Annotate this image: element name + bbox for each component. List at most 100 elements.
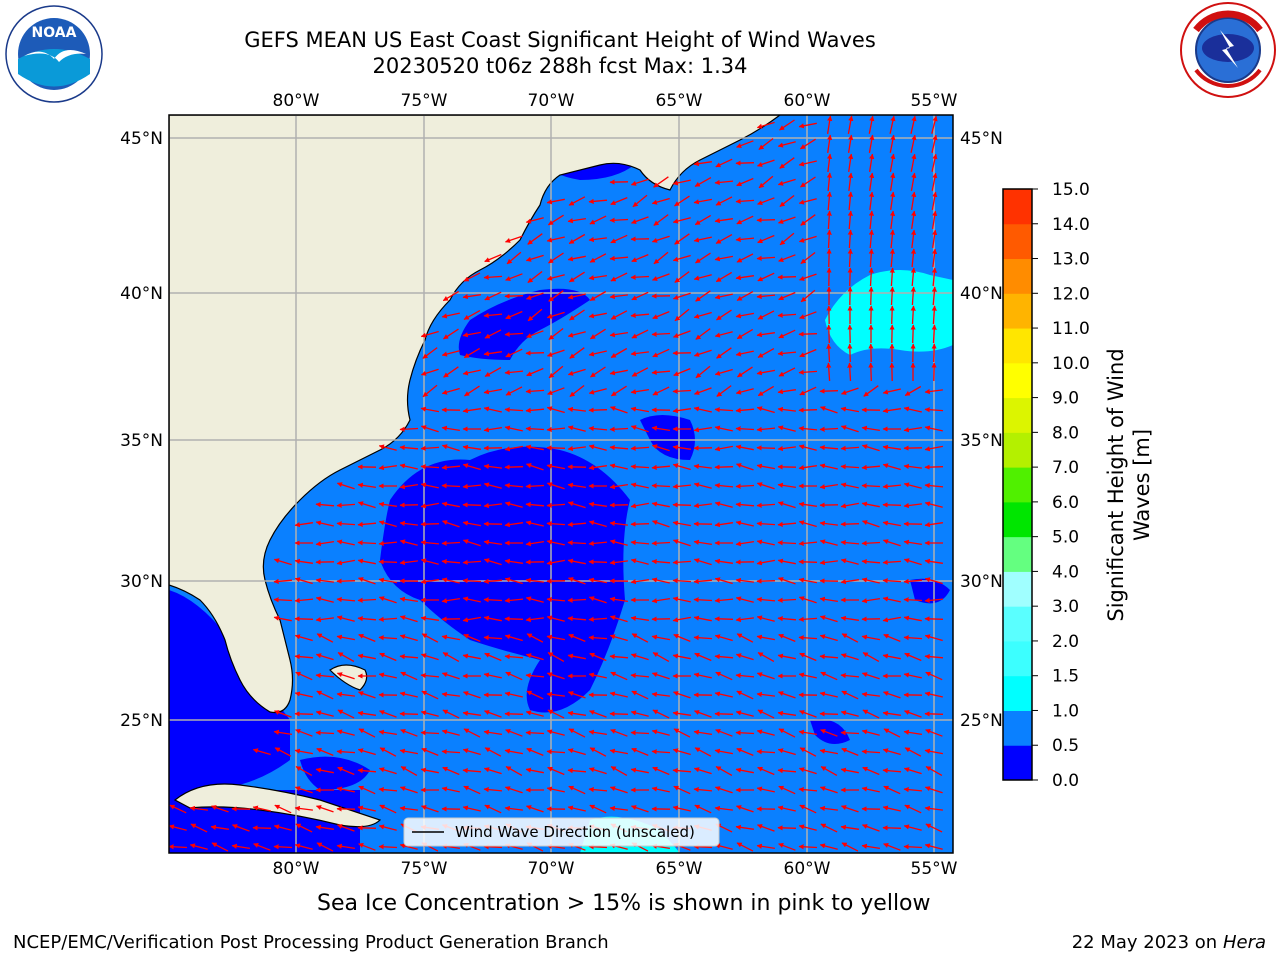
wind-wave-arrow <box>631 690 649 700</box>
wind-wave-arrow <box>882 539 901 547</box>
wind-wave-arrow <box>778 216 796 224</box>
wind-wave-arrow <box>567 597 587 603</box>
wind-wave-arrow <box>714 368 733 376</box>
wind-wave-arrow <box>630 425 649 433</box>
wind-wave-arrow <box>589 747 607 757</box>
wind-wave-arrow <box>651 369 671 375</box>
wind-wave-arrow <box>483 539 503 546</box>
wind-wave-arrow <box>630 445 650 451</box>
wind-wave-arrow <box>316 690 334 700</box>
wind-wave-arrow <box>546 311 565 319</box>
wind-wave-arrow <box>862 652 880 662</box>
wind-wave-arrow <box>924 388 943 395</box>
wind-wave-arrow <box>672 653 691 660</box>
wind-wave-arrow <box>840 653 859 661</box>
wind-wave-arrow <box>693 578 713 584</box>
wind-wave-arrow <box>315 540 335 547</box>
wind-wave-arrow <box>924 805 943 812</box>
colorbar-border <box>1002 188 1033 781</box>
wind-wave-arrow <box>868 115 875 134</box>
wind-wave-arrow <box>861 729 880 736</box>
wind-wave-arrow <box>693 844 713 850</box>
wind-wave-arrow <box>651 464 671 470</box>
wind-wave-arrow <box>525 388 545 394</box>
wind-wave-arrow <box>882 463 901 471</box>
wind-wave-arrow <box>463 728 481 738</box>
wind-wave-arrow <box>294 634 313 642</box>
noaa-logo-text: NOAA <box>32 25 77 41</box>
wind-wave-arrow <box>610 729 628 737</box>
wind-wave-arrow <box>294 843 313 850</box>
colorbar-tick-label: 10.0 <box>1052 354 1090 374</box>
wind-wave-arrow <box>630 767 649 774</box>
wind-wave-arrow <box>910 305 916 325</box>
wind-wave-arrow <box>274 804 292 814</box>
wind-wave-arrow <box>819 463 838 470</box>
wind-wave-arrow <box>826 153 833 172</box>
wind-wave-arrow <box>546 482 565 490</box>
wind-wave-arrow <box>714 558 733 564</box>
wind-wave-arrow <box>610 671 628 681</box>
wind-wave-arrow <box>910 191 917 211</box>
wind-wave-arrow <box>777 445 796 452</box>
wind-wave-arrow <box>861 501 880 508</box>
wind-wave-arrow <box>777 312 797 318</box>
wind-wave-arrow <box>735 616 754 623</box>
wind-wave-arrow <box>610 347 628 359</box>
wind-wave-arrow <box>546 578 566 584</box>
wind-wave-arrow <box>336 691 355 698</box>
wind-wave-arrow <box>903 597 923 603</box>
wind-wave-arrow <box>420 730 440 736</box>
wind-wave-arrow <box>695 290 711 302</box>
wind-wave-arrow <box>819 539 838 546</box>
wind-wave-arrow <box>777 748 796 756</box>
wind-wave-arrow <box>924 843 943 850</box>
wind-wave-arrow <box>609 520 628 527</box>
wind-wave-arrow <box>777 710 796 716</box>
wind-wave-arrow <box>505 729 523 737</box>
wind-wave-arrow <box>777 653 796 660</box>
wind-wave-arrow <box>778 691 796 699</box>
wind-wave-arrow <box>441 387 460 395</box>
wind-wave-arrow <box>758 175 774 189</box>
wind-wave-arrow <box>568 728 586 738</box>
wind-wave-arrow <box>889 210 896 229</box>
wind-wave-arrow <box>778 633 796 643</box>
wind-wave-arrow <box>441 691 460 698</box>
wind-wave-arrow <box>714 218 733 224</box>
wind-wave-arrow <box>777 274 797 280</box>
wind-wave-arrow <box>931 286 937 306</box>
wind-wave-arrow <box>841 747 859 757</box>
wind-wave-arrow <box>610 766 628 776</box>
wind-wave-arrow <box>567 368 586 376</box>
wind-wave-arrow <box>827 134 833 153</box>
chart-subtitle: 20230520 t06z 288h fcst Max: 1.34 <box>372 54 748 78</box>
wind-wave-arrow <box>526 292 544 300</box>
wind-wave-arrow <box>422 347 438 359</box>
wind-wave-arrow <box>799 311 817 319</box>
wind-wave-arrow <box>525 483 545 489</box>
wind-wave-arrow <box>716 309 732 321</box>
wind-wave-arrow <box>737 366 753 378</box>
wind-wave-arrow <box>546 672 565 680</box>
wind-wave-arrow <box>882 748 901 756</box>
wind-wave-arrow <box>337 824 355 832</box>
wind-wave-arrow <box>672 483 692 490</box>
wind-wave-arrow <box>569 384 585 398</box>
wind-wave-arrow <box>863 385 879 397</box>
lon-labels-bottom: 80°W 75°W 70°W 65°W 60°W 55°W <box>273 859 958 879</box>
wind-wave-arrow <box>525 520 544 527</box>
wind-wave-arrow <box>779 119 795 131</box>
wind-wave-arrow <box>609 217 629 223</box>
lat-labels-right: 45°N 40°N 35°N 30°N 25°N <box>960 129 1003 731</box>
wind-wave-arrow <box>673 728 691 738</box>
wind-wave-arrow <box>882 483 902 490</box>
wind-wave-arrow <box>336 672 355 680</box>
wind-wave-arrow <box>315 767 334 774</box>
colorbar-segment <box>1003 189 1032 225</box>
wind-wave-arrow <box>924 634 943 642</box>
wind-wave-arrow <box>799 652 817 662</box>
wind-wave-arrow <box>588 635 608 641</box>
lat-label: 45°N <box>960 129 1003 149</box>
